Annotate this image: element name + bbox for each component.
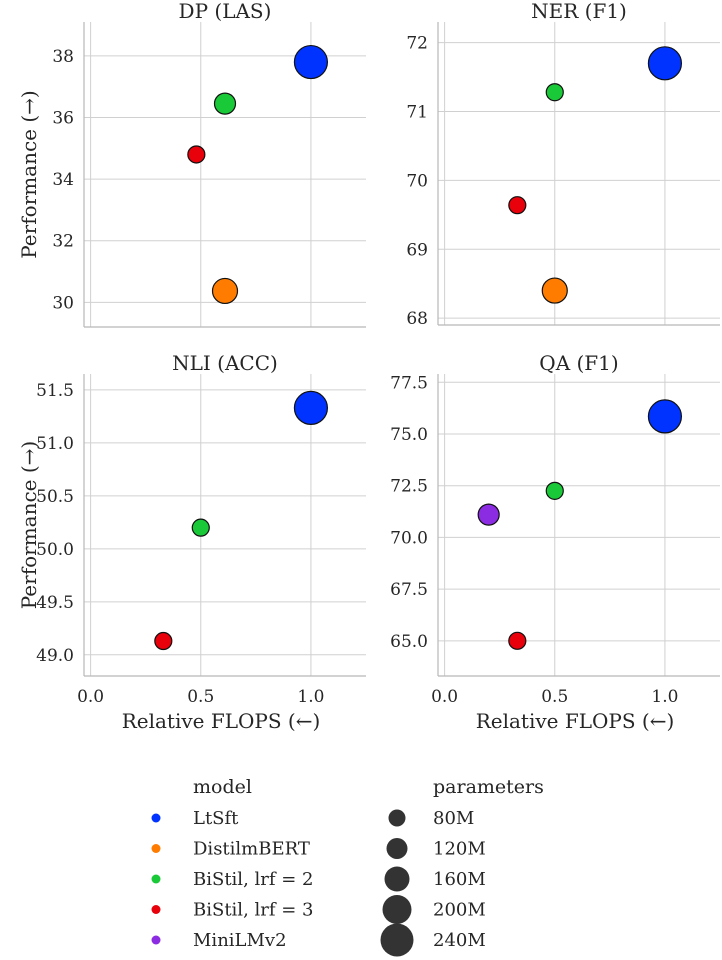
y-tick-label: 30 <box>52 293 74 313</box>
x-tick-label: 0.5 <box>541 687 568 707</box>
x-axis-label: Relative FLOPS (←) <box>122 709 321 733</box>
y-tick-label: 36 <box>52 109 74 129</box>
panel-title: NLI (ACC) <box>172 351 278 375</box>
y-tick-label: 51.0 <box>36 434 74 454</box>
legend-label-ltsft: LtSft <box>193 808 239 829</box>
legend-swatch-ltsft <box>151 813 161 823</box>
chart-panels: DP (LAS) 30 32 34 36 38 Performance (→) NER (F1… <box>17 0 720 733</box>
y-tick-label: 70.0 <box>390 528 428 548</box>
data-point-bistil-lrf-3 <box>187 145 206 164</box>
y-tick-label: 70 <box>406 171 428 191</box>
data-point-bistil-lrf-3 <box>508 196 527 215</box>
legend-swatch-bistil-lrf-2 <box>151 874 161 884</box>
legend-size-label: 240M <box>433 930 486 951</box>
legend-label-bistil-lrf-2: BiStil, lrf = 2 <box>193 869 314 890</box>
data-point-distilmbert <box>211 277 239 305</box>
legend-label-bistil-lrf-3: BiStil, lrf = 3 <box>193 900 314 921</box>
legend-swatch-bistil-lrf-3 <box>151 905 161 914</box>
data-point-bistil-lrf-2 <box>545 481 564 500</box>
x-tick-label: 1.0 <box>297 687 324 707</box>
data-point-bistil-lrf-3 <box>508 631 527 650</box>
y-tick-label: 72.5 <box>390 477 428 497</box>
data-point-distilmbert <box>541 277 568 304</box>
data-point-minilmv2 <box>477 503 500 526</box>
y-tick-label: 67.5 <box>390 580 428 600</box>
legend-label-distilmbert: DistilmBERT <box>193 839 310 860</box>
panel-title: DP (LAS) <box>179 0 272 23</box>
legend-swatch-distilmbert <box>151 844 161 853</box>
y-tick-label: 51.5 <box>36 381 74 401</box>
legend-model-entries: LtSft DistilmBERT BiStil, lrf = 2 BiStil, l… <box>151 808 314 951</box>
y-tick-label: 49.5 <box>36 593 74 613</box>
legend-swatch-minilmv2 <box>151 935 161 945</box>
legend-size-marker-120m <box>386 838 408 859</box>
y-tick-label: 34 <box>52 170 74 190</box>
y-tick-label: 68 <box>406 309 428 329</box>
x-tick-label: 0.0 <box>77 687 104 707</box>
y-tick-label: 65.0 <box>390 632 428 652</box>
legend-size-label: 120M <box>433 839 486 860</box>
data-point-bistil-lrf-2 <box>213 92 237 115</box>
chart-panel-qa-f1: QA (F1) 65.0 67.5 70.0 72.5 75.0 77.5 0.0 0.5 1.0… <box>390 351 720 733</box>
y-tick-label: 72 <box>406 34 428 54</box>
legend-size-marker-240m <box>380 923 414 957</box>
y-axis-label: Performance (→) <box>17 90 41 259</box>
data-point-ltsft <box>647 46 683 81</box>
legend-size-label: 200M <box>433 900 486 921</box>
data-point-ltsft <box>647 399 683 434</box>
y-tick-label: 69 <box>406 240 428 260</box>
x-tick-label: 1.0 <box>651 687 678 707</box>
data-point-bistil-lrf-2 <box>545 83 564 102</box>
legend-label-minilmv2: MiniLMv2 <box>193 930 287 951</box>
legend-size-marker-80m <box>388 809 406 827</box>
y-tick-label: 50.0 <box>36 540 74 560</box>
legend-size-label: 160M <box>433 869 486 890</box>
x-axis-label: Relative FLOPS (←) <box>476 709 675 733</box>
legend: model parameters LtSft DistilmBERT BiStil,… <box>151 776 544 957</box>
legend-size-label: 80M <box>433 808 474 829</box>
chart-panel-dp-las: DP (LAS) 30 32 34 36 38 Performance (→) <box>17 0 366 328</box>
x-tick-label: 0.5 <box>187 687 214 707</box>
y-tick-label: 50.5 <box>36 487 74 507</box>
y-tick-label: 77.5 <box>390 373 428 393</box>
y-tick-label: 38 <box>52 47 74 67</box>
legend-title-model: model <box>193 776 252 798</box>
panel-title: NER (F1) <box>531 0 627 23</box>
data-point-ltsft <box>293 390 329 426</box>
legend-title-parameters: parameters <box>433 776 544 798</box>
legend-size-marker-200m <box>382 895 412 924</box>
data-point-bistil-lrf-2 <box>191 518 210 537</box>
chart-panel-nli-acc: NLI (ACC) 49.0 49.5 50.0 50.5 51.0 51.5 0.0 0.5 1… <box>17 351 366 733</box>
x-tick-label: 0.0 <box>431 687 458 707</box>
panel-title: QA (F1) <box>539 351 618 375</box>
y-tick-label: 75.0 <box>390 425 428 445</box>
legend-size-marker-160m <box>384 866 410 892</box>
y-tick-label: 32 <box>52 232 74 252</box>
y-tick-label: 49.0 <box>36 646 74 666</box>
data-point-bistil-lrf-3 <box>154 631 173 651</box>
legend-size-entries: 80M 120M 160M 200M 240M <box>380 808 486 957</box>
y-axis-label: Performance (→) <box>17 441 41 610</box>
y-tick-label: 71 <box>406 103 428 123</box>
chart-panel-ner-f1: NER (F1) 68 69 70 71 72 <box>406 0 720 329</box>
data-point-ltsft <box>293 44 329 80</box>
